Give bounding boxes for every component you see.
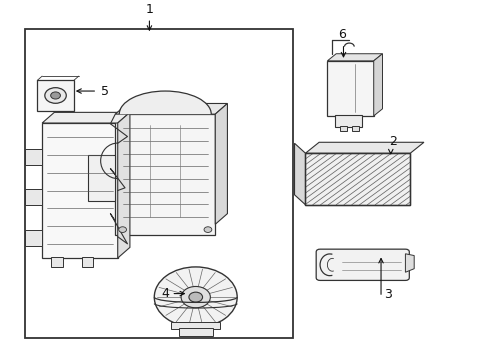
- Polygon shape: [119, 91, 211, 114]
- Bar: [25, 189, 42, 205]
- Text: 6: 6: [337, 28, 345, 41]
- Polygon shape: [327, 54, 382, 61]
- Polygon shape: [294, 143, 305, 205]
- Text: 2: 2: [388, 135, 396, 148]
- Circle shape: [181, 287, 210, 308]
- Bar: [51, 257, 63, 267]
- Bar: [334, 115, 361, 127]
- Polygon shape: [405, 254, 413, 272]
- Circle shape: [154, 267, 237, 327]
- Bar: [42, 123, 118, 258]
- Circle shape: [188, 292, 202, 302]
- Bar: [171, 322, 220, 329]
- Circle shape: [203, 227, 211, 233]
- Circle shape: [51, 92, 61, 99]
- Bar: [305, 153, 409, 205]
- Bar: [178, 328, 212, 336]
- Bar: [88, 155, 115, 201]
- Bar: [37, 80, 74, 111]
- Polygon shape: [42, 112, 130, 123]
- Text: 3: 3: [384, 288, 391, 301]
- Bar: [339, 126, 346, 131]
- Bar: [115, 114, 215, 235]
- Text: 1: 1: [145, 4, 153, 17]
- Bar: [81, 257, 93, 267]
- Bar: [25, 230, 42, 246]
- Circle shape: [45, 88, 66, 103]
- Bar: [25, 29, 293, 338]
- Circle shape: [119, 227, 126, 233]
- Polygon shape: [115, 103, 227, 114]
- Bar: [305, 153, 409, 205]
- Polygon shape: [118, 112, 130, 258]
- Polygon shape: [305, 142, 423, 153]
- Bar: [351, 126, 358, 131]
- Bar: [25, 149, 42, 165]
- Bar: [327, 61, 373, 116]
- Text: 5: 5: [101, 85, 108, 98]
- Text: 4: 4: [161, 287, 168, 300]
- Polygon shape: [215, 103, 227, 224]
- FancyBboxPatch shape: [316, 249, 408, 280]
- Polygon shape: [373, 54, 382, 116]
